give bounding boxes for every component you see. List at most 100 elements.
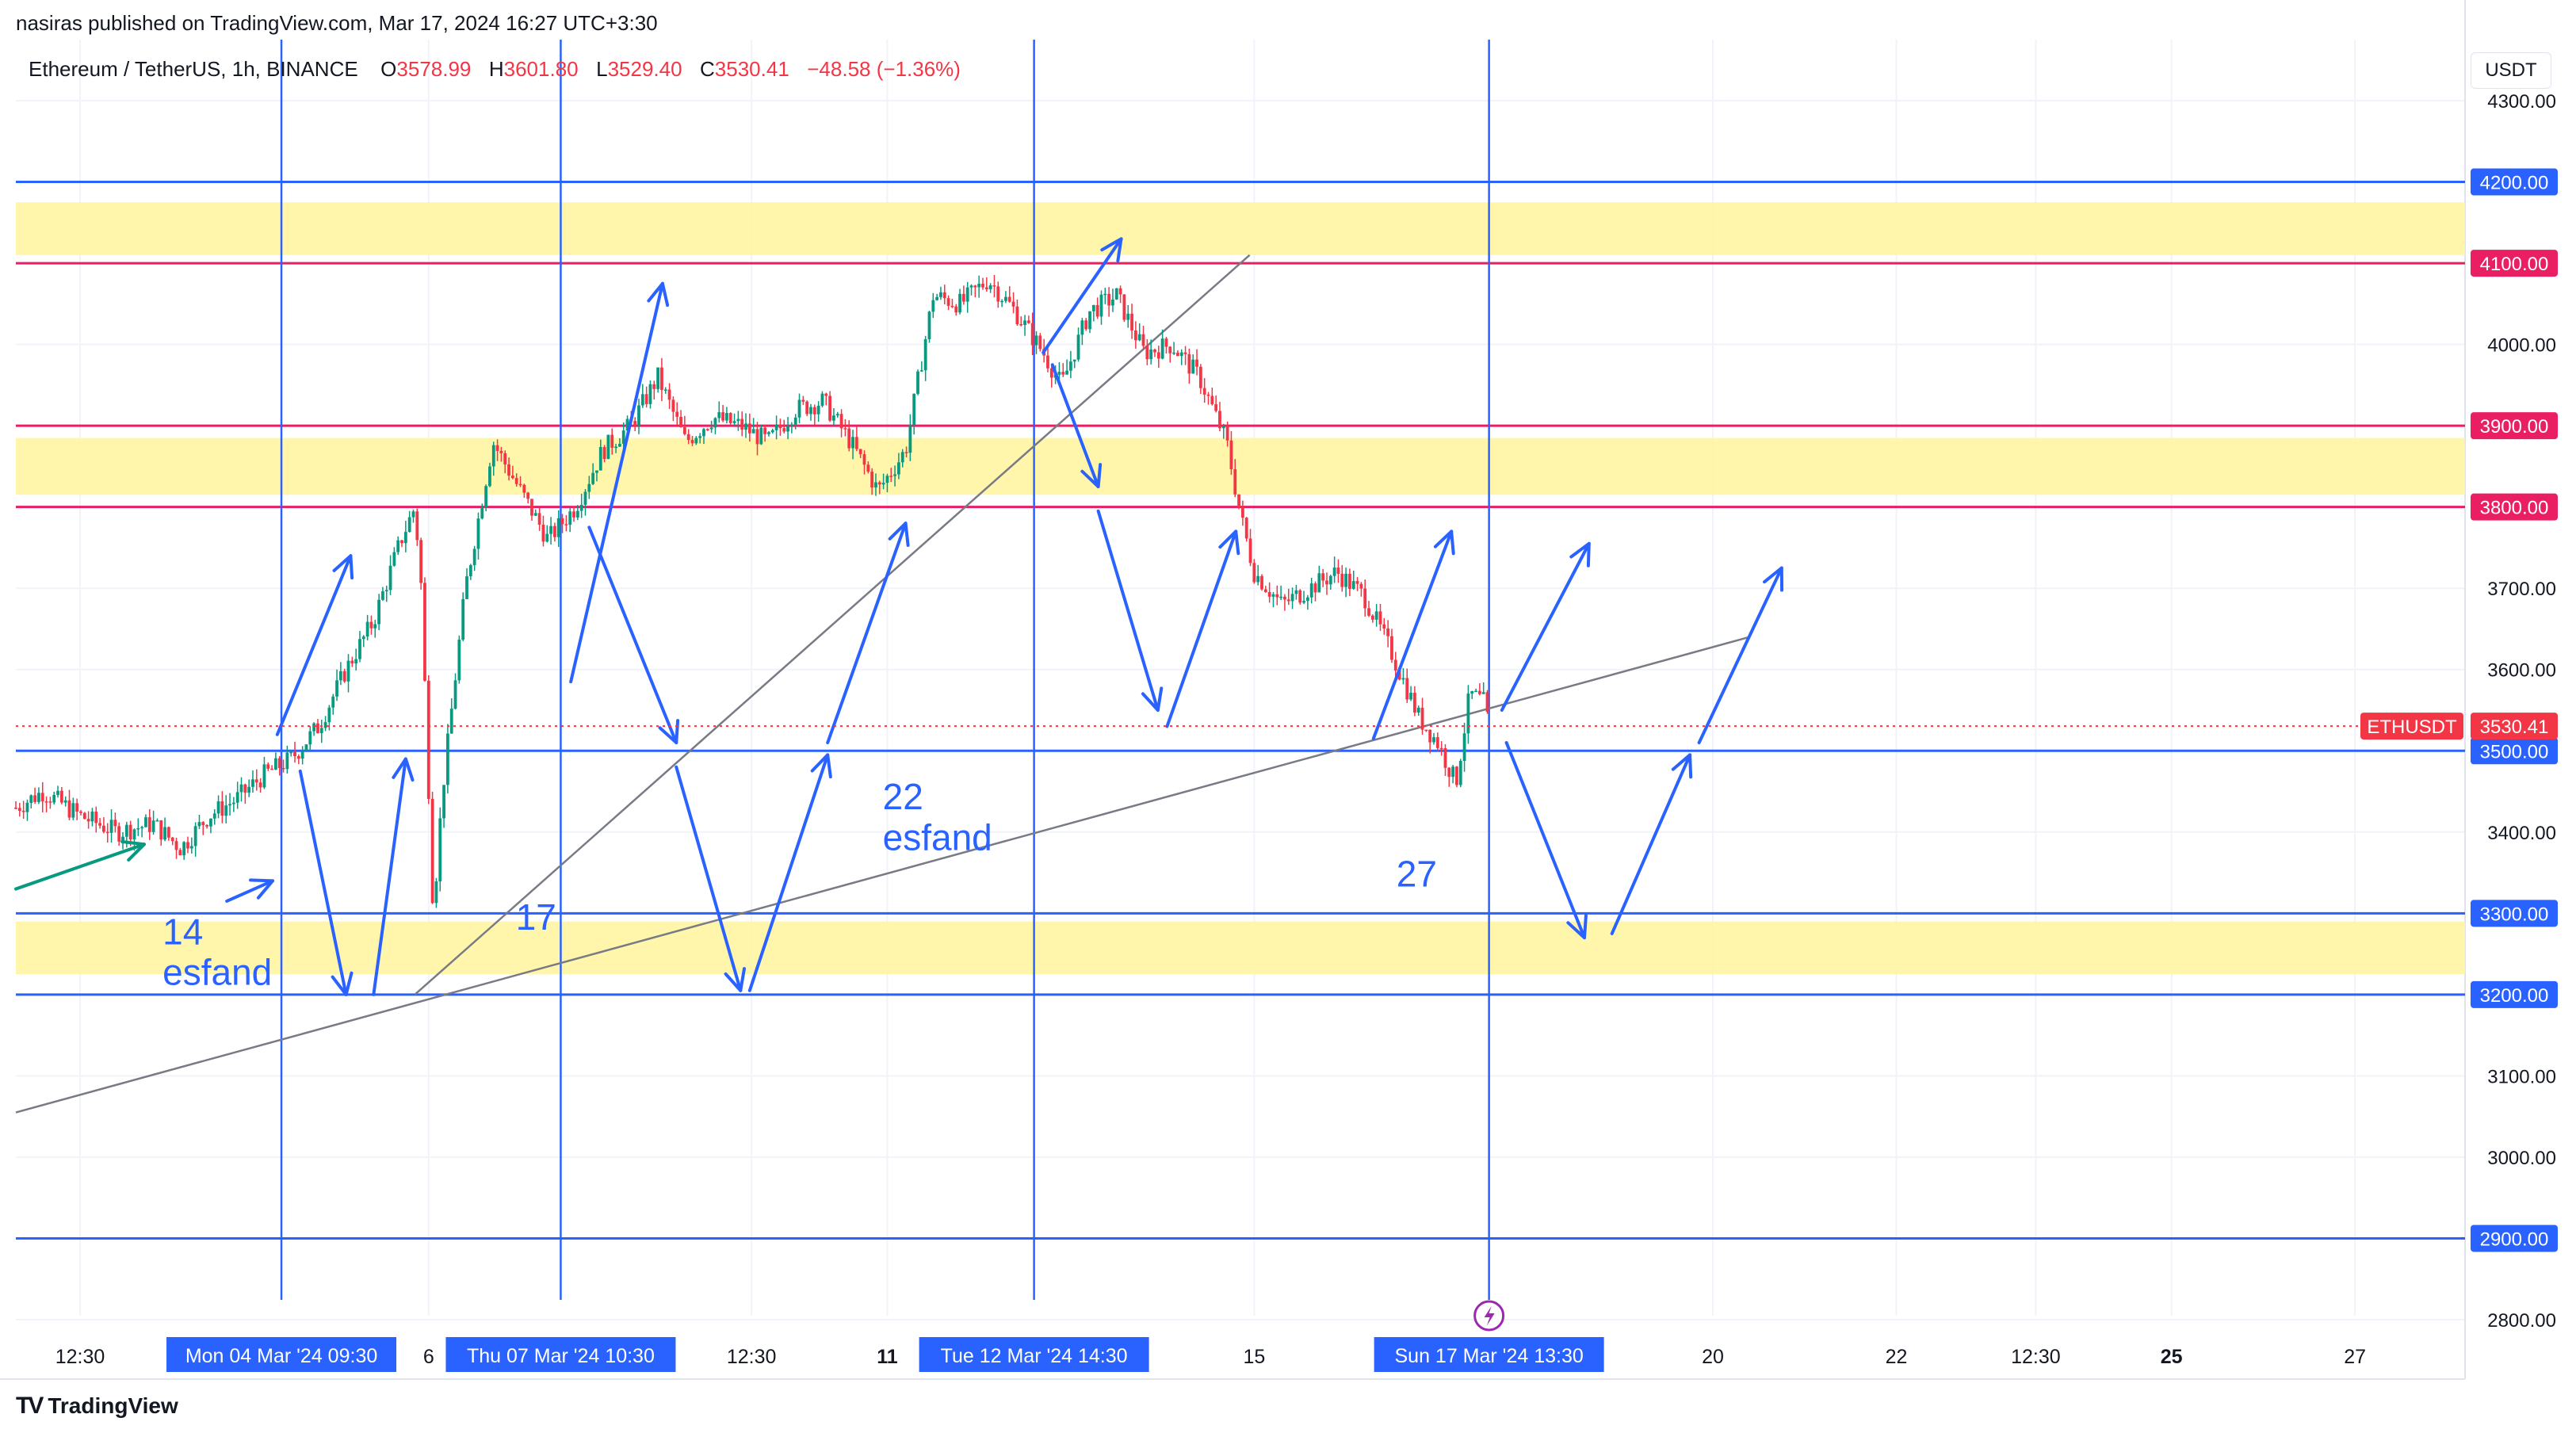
candle-body: [1283, 596, 1286, 600]
candle-body: [197, 822, 201, 827]
candle-body: [1107, 293, 1111, 306]
candle-body: [289, 751, 293, 754]
candle-body: [293, 751, 296, 757]
time-tick-label: 25: [2161, 1346, 2183, 1368]
candle-body: [461, 598, 465, 640]
candle-body: [1458, 761, 1462, 785]
candle-body: [545, 533, 549, 542]
candle-body: [832, 415, 835, 421]
candle-body: [1019, 324, 1023, 326]
candle-body: [251, 779, 254, 787]
date-marker-label: Tue 12 Mar '24 14:30: [941, 1345, 1128, 1367]
candle-body: [37, 793, 40, 802]
arrow-line: [1610, 753, 1692, 935]
candle-body: [438, 818, 442, 882]
level-price-label: 2900.00: [2480, 1229, 2549, 1250]
candle-body: [1298, 590, 1302, 603]
candle-body: [877, 482, 881, 485]
candle-body: [801, 399, 805, 402]
arrow-head: [1566, 914, 1588, 940]
candle-body: [1233, 468, 1237, 495]
candle-body: [1191, 359, 1195, 374]
candle-body: [847, 428, 851, 449]
candle-body: [102, 825, 105, 832]
candle-body: [1393, 659, 1397, 671]
tradingview-logo[interactable]: TV TradingView: [16, 1393, 178, 1420]
candle-body: [1133, 330, 1137, 341]
candle-body: [633, 421, 637, 426]
price-axis: 4300.00 4200.00 4100.00 4000.00 3900.00 3800.…: [16, 91, 2558, 1332]
currency-selector[interactable]: USDT: [2471, 52, 2551, 89]
candle-body: [1153, 349, 1156, 353]
arrow-head: [888, 522, 910, 548]
candle-body: [931, 300, 935, 312]
candle-body: [625, 418, 629, 431]
candle-body: [262, 764, 266, 788]
candle-body: [740, 418, 744, 430]
candle-body: [323, 722, 327, 728]
candle-body: [52, 794, 56, 803]
candle-body: [358, 639, 361, 659]
candle-body: [449, 709, 453, 734]
close-label: C: [700, 57, 715, 81]
candle-body: [403, 532, 407, 544]
candle-body: [1382, 624, 1386, 629]
candle-body: [1244, 518, 1248, 539]
candle-body: [1401, 678, 1405, 680]
arrow-head: [332, 554, 354, 580]
candle-body: [705, 429, 709, 430]
candle-body: [350, 660, 354, 664]
candle-body: [610, 434, 614, 448]
date-marker-badge: [1374, 1337, 1604, 1372]
candle-body: [377, 599, 380, 625]
candle-body: [392, 552, 396, 566]
candle-body: [587, 483, 591, 492]
candle-body: [109, 820, 113, 833]
candle-body: [1359, 583, 1363, 589]
candle-body: [1168, 346, 1172, 353]
candle-body: [1206, 394, 1210, 396]
candle-body: [254, 779, 258, 783]
candle-body: [79, 811, 82, 813]
candle-body: [595, 470, 598, 473]
candle-body: [121, 836, 124, 842]
candle-body: [25, 802, 29, 812]
candle-body: [828, 396, 832, 421]
arrow-head: [1671, 753, 1693, 779]
arrow-line: [747, 753, 830, 992]
candle-body: [1409, 693, 1412, 700]
candle-body: [124, 824, 128, 837]
price-tick-label: 4300.00: [2487, 91, 2556, 113]
candle-body: [1214, 404, 1218, 411]
annotation-text: esfand: [883, 816, 992, 858]
candle-body: [193, 826, 197, 846]
supply-demand-zone: [16, 438, 2465, 495]
candle-body: [189, 846, 193, 849]
symbol-name[interactable]: Ethereum / TetherUS, 1h, BINANCE: [29, 57, 358, 81]
candle-body: [598, 447, 602, 471]
time-tick-label: 12:30: [727, 1346, 777, 1368]
candle-body: [113, 820, 117, 827]
candle-body: [1172, 352, 1175, 354]
candle-body: [667, 389, 671, 400]
candle-body: [889, 476, 893, 477]
candle-body: [1030, 323, 1034, 346]
candle-body: [556, 518, 560, 537]
candle-body: [1137, 334, 1141, 341]
candle-body: [1374, 611, 1378, 620]
candle-body: [702, 429, 705, 437]
arrow-line: [1096, 509, 1160, 712]
candle-body: [1065, 370, 1068, 375]
time-tick-label: 22: [1886, 1346, 1908, 1368]
candle-body: [686, 434, 690, 441]
candle-body: [1424, 729, 1428, 732]
candle-body: [912, 393, 916, 426]
candle-body: [1317, 573, 1321, 593]
candle-body: [1416, 707, 1420, 713]
candle-body: [870, 472, 874, 488]
level-price-label: 3900.00: [2480, 416, 2549, 438]
candle-body: [216, 801, 220, 814]
candle-body: [1118, 288, 1122, 295]
